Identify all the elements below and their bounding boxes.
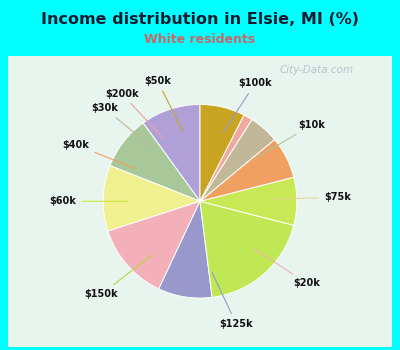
Wedge shape — [200, 115, 252, 201]
Text: $20k: $20k — [255, 249, 320, 288]
Wedge shape — [200, 140, 294, 201]
Text: $60k: $60k — [49, 196, 128, 206]
Text: $200k: $200k — [105, 89, 164, 139]
Text: Income distribution in Elsie, MI (%): Income distribution in Elsie, MI (%) — [41, 12, 359, 27]
Wedge shape — [143, 104, 200, 201]
Wedge shape — [200, 119, 275, 201]
Text: $30k: $30k — [91, 103, 152, 147]
Text: $50k: $50k — [144, 76, 182, 131]
Wedge shape — [159, 201, 212, 298]
Text: City-Data.com: City-Data.com — [279, 65, 353, 75]
FancyBboxPatch shape — [0, 50, 400, 350]
Wedge shape — [103, 166, 200, 231]
Text: $100k: $100k — [223, 78, 272, 133]
Text: $40k: $40k — [63, 140, 135, 169]
Wedge shape — [200, 201, 294, 297]
Wedge shape — [200, 104, 244, 201]
Text: $125k: $125k — [212, 273, 253, 329]
Wedge shape — [108, 201, 200, 289]
Wedge shape — [110, 123, 200, 201]
Text: $75k: $75k — [272, 193, 351, 202]
Text: $150k: $150k — [84, 255, 152, 299]
Wedge shape — [200, 177, 297, 225]
Text: White residents: White residents — [144, 33, 256, 46]
Text: $10k: $10k — [258, 120, 325, 157]
